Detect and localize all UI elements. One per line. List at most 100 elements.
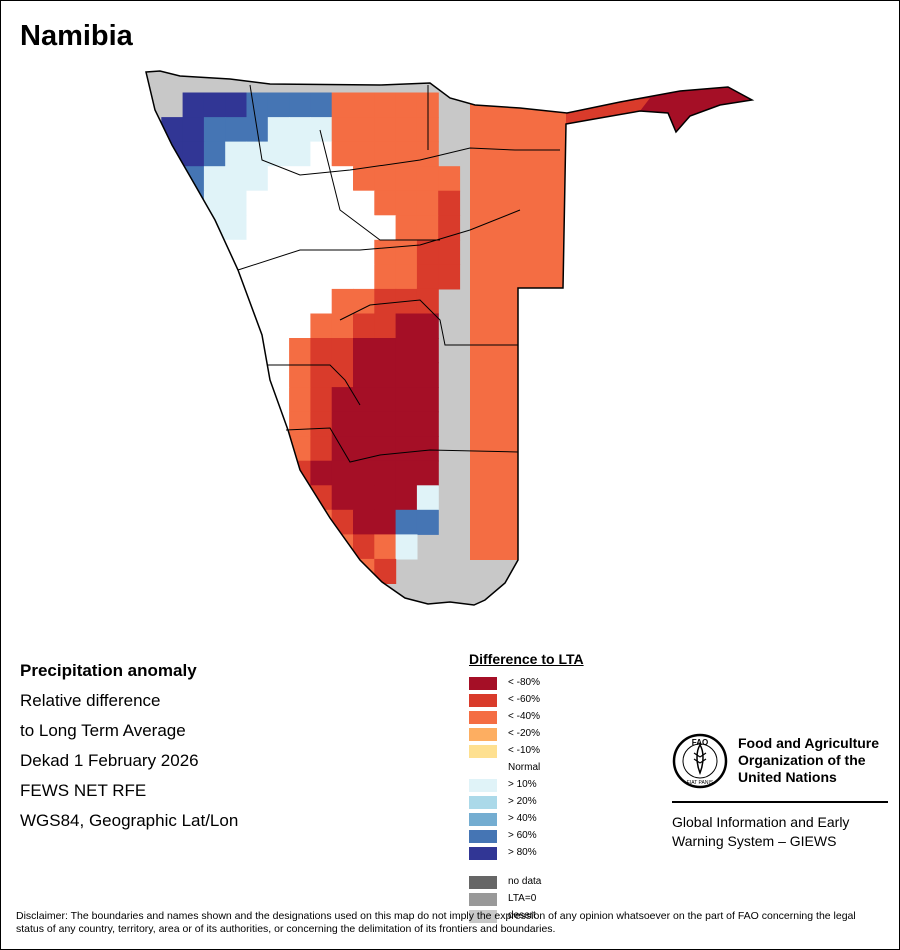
region-boundary-north xyxy=(249,84,560,176)
anomaly-cell xyxy=(395,338,418,364)
anomaly-cell xyxy=(225,239,248,265)
anomaly-cell xyxy=(203,141,226,167)
anomaly-cell xyxy=(267,288,290,314)
anomaly-cell xyxy=(374,509,397,535)
anomaly-cell xyxy=(438,166,461,192)
anomaly-cell xyxy=(310,411,333,437)
legend-class-swatch xyxy=(469,847,497,860)
anomaly-cell xyxy=(289,166,311,192)
anomaly-cell xyxy=(203,288,226,314)
anomaly-cell xyxy=(374,460,397,486)
anomaly-cell xyxy=(289,338,311,364)
anomaly-cell xyxy=(416,436,439,462)
anomaly-cell xyxy=(203,264,226,290)
anomaly-cell xyxy=(182,141,205,167)
anomaly-cell xyxy=(246,313,269,339)
anomaly-cell xyxy=(225,141,248,167)
anomaly-cell xyxy=(246,92,269,118)
anomaly-cell xyxy=(310,117,333,143)
anomaly-cell xyxy=(374,387,397,413)
anomaly-cell xyxy=(374,338,397,364)
anomaly-cell xyxy=(374,166,397,192)
anomaly-cell xyxy=(416,166,439,192)
anomaly-cell xyxy=(331,362,354,388)
anomaly-cell xyxy=(395,264,418,290)
legend-class-swatch xyxy=(469,813,497,826)
anomaly-cell xyxy=(310,509,333,535)
anomaly-cell xyxy=(416,485,439,511)
caprivi-west-fill xyxy=(566,98,650,124)
anomaly-cell xyxy=(374,141,397,167)
anomaly-cell xyxy=(246,166,269,192)
info-line-3: Dekad 1 February 2026 xyxy=(20,751,199,770)
legend-class-label: < -40% xyxy=(508,711,540,722)
anomaly-cell xyxy=(267,141,290,167)
legend-class-7: > 20% xyxy=(469,795,584,812)
anomaly-cell xyxy=(289,215,311,241)
anomaly-cell xyxy=(331,338,354,364)
giews-line-1: Global Information and Early xyxy=(672,814,850,830)
anomaly-cell xyxy=(374,239,397,265)
anomaly-cell xyxy=(395,387,418,413)
anomaly-cell xyxy=(331,215,354,241)
anomaly-cell xyxy=(438,264,461,290)
anomaly-cell xyxy=(374,117,397,143)
anomaly-cell xyxy=(182,264,205,290)
anomaly-cell xyxy=(310,362,333,388)
caprivi-strip xyxy=(566,87,752,132)
region-boundary-west xyxy=(268,364,361,406)
anomaly-cell xyxy=(267,338,290,364)
anomaly-cell xyxy=(416,264,439,290)
anomaly-cell xyxy=(416,460,439,486)
anomaly-cell xyxy=(331,460,354,486)
anomaly-cell xyxy=(416,239,439,265)
anomaly-cell xyxy=(395,534,418,560)
legend-class-10: > 80% xyxy=(469,846,584,863)
anomaly-cell xyxy=(203,92,226,118)
anomaly-cell xyxy=(267,362,290,388)
anomaly-cell xyxy=(203,190,226,216)
region-boundary-mid xyxy=(339,299,518,346)
anomaly-cell xyxy=(225,190,248,216)
anomaly-cell xyxy=(161,166,184,192)
legend-class-6: > 10% xyxy=(469,778,584,795)
anomaly-cell xyxy=(395,509,418,535)
legend-class-9: > 60% xyxy=(469,829,584,846)
legend-class-label: < -80% xyxy=(508,677,540,688)
anomaly-cell xyxy=(353,411,375,437)
anomaly-cell xyxy=(267,239,290,265)
anomaly-cell xyxy=(267,387,290,413)
anomaly-cell xyxy=(416,190,439,216)
fao-logo-motto: FIAT PANIS xyxy=(687,780,714,786)
anomaly-cell xyxy=(395,313,418,339)
anomaly-cell xyxy=(310,190,333,216)
anomaly-cell xyxy=(416,411,439,437)
anomaly-cell xyxy=(395,485,418,511)
anomaly-cell xyxy=(416,215,439,241)
anomaly-cell xyxy=(289,288,311,314)
anomaly-cell xyxy=(416,509,439,535)
region-boundary-south xyxy=(285,427,519,463)
legend-class-1: < -60% xyxy=(469,693,584,710)
info-line-5: WGS84, Geographic Lat/Lon xyxy=(20,811,239,830)
anomaly-cell xyxy=(182,117,205,143)
anomaly-raster xyxy=(146,71,752,605)
legend-class-swatch xyxy=(469,779,497,792)
anomaly-cell xyxy=(353,362,375,388)
legend-class-swatch xyxy=(469,711,497,724)
anomaly-cell xyxy=(353,92,375,118)
info-line-2: to Long Term Average xyxy=(20,721,186,740)
anomaly-cell xyxy=(416,288,439,314)
anomaly-cell xyxy=(353,460,375,486)
anomaly-cell xyxy=(246,362,269,388)
anomaly-cell xyxy=(310,166,333,192)
anomaly-cell xyxy=(416,141,439,167)
anomaly-cell xyxy=(246,215,269,241)
legend-class-label: Normal xyxy=(508,762,541,773)
fao-divider xyxy=(672,801,888,803)
anomaly-cell xyxy=(289,117,311,143)
anomaly-cell xyxy=(331,166,354,192)
legend-class-label: > 60% xyxy=(508,830,537,841)
anomaly-cell xyxy=(353,509,375,535)
anomaly-cell xyxy=(353,387,375,413)
